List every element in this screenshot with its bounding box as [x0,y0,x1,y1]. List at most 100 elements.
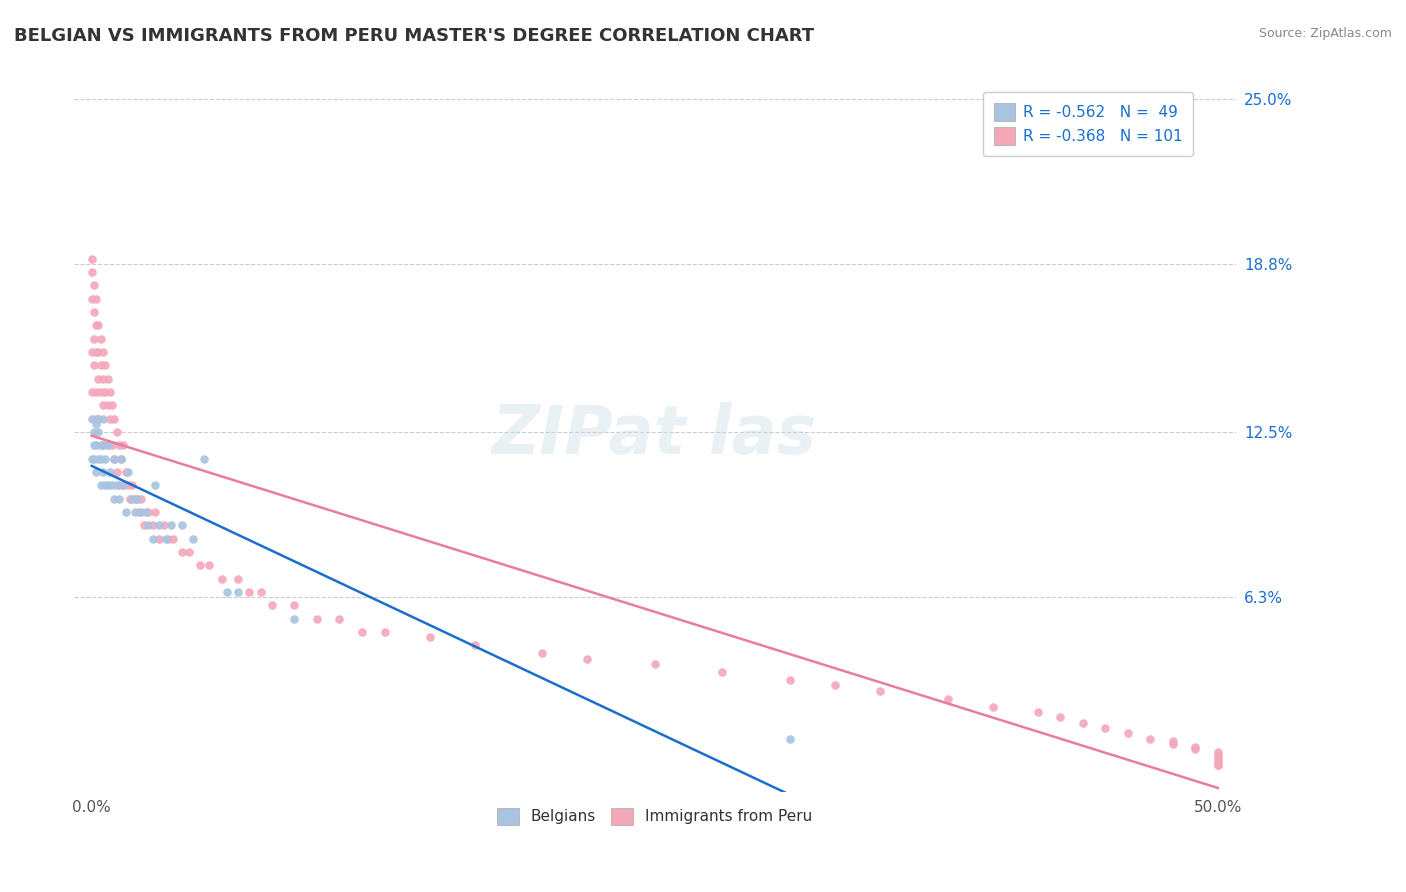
Point [157,532,180,546]
Legend: Belgians, Immigrants from Peru: Belgians, Immigrants from Peru [488,798,821,834]
Point [112,478,135,492]
Point [84,385,107,400]
Point [110,451,132,466]
Point [105,465,128,479]
Point [148,532,170,546]
Point [136,518,159,533]
Point [779,731,801,746]
Point [936,691,959,706]
Point [159,518,181,533]
Point [136,505,159,519]
Point [87,372,110,386]
Text: ZIPat las: ZIPat las [492,401,817,467]
Point [87,451,110,466]
Point [981,699,1004,714]
Point [101,438,124,452]
Point [96,478,118,492]
Point [84,411,107,425]
Point [1206,758,1229,772]
Point [1071,715,1094,730]
Point [90,332,112,346]
Point [87,318,110,333]
Point [283,599,305,613]
Point [644,657,666,671]
Text: BELGIAN VS IMMIGRANTS FROM PERU MASTER'S DEGREE CORRELATION CHART: BELGIAN VS IMMIGRANTS FROM PERU MASTER'S… [14,27,814,45]
Point [101,478,124,492]
Point [1206,745,1229,759]
Point [96,438,118,452]
Point [91,372,114,386]
Point [112,438,135,452]
Point [96,438,118,452]
Point [779,673,801,687]
Point [91,411,114,425]
Point [110,451,132,466]
Point [135,505,157,519]
Point [83,278,105,293]
Point [117,465,139,479]
Point [124,491,146,506]
Point [90,451,112,466]
Point [1206,753,1229,767]
Point [114,465,136,479]
Point [143,478,166,492]
Point [177,545,200,559]
Point [124,505,146,519]
Point [193,451,215,466]
Text: Source: ZipAtlas.com: Source: ZipAtlas.com [1258,27,1392,40]
Point [1139,731,1161,746]
Point [90,478,112,492]
Point [226,585,249,599]
Point [80,252,103,266]
Point [1206,758,1229,772]
Point [107,438,129,452]
Point [103,491,125,506]
Point [90,438,112,452]
Point [238,585,260,599]
Point [83,425,105,439]
Point [101,398,124,412]
Point [84,438,107,452]
Point [181,532,204,546]
Point [226,572,249,586]
Point [80,411,103,425]
Point [249,585,271,599]
Point [94,451,117,466]
Point [107,478,129,492]
Point [98,385,121,400]
Point [112,478,135,492]
Point [114,505,136,519]
Point [1161,734,1184,748]
Point [84,345,107,359]
Point [162,532,184,546]
Point [129,491,152,506]
Point [531,646,554,660]
Point [188,558,211,573]
Point [350,625,373,640]
Point [90,385,112,400]
Point [118,491,141,506]
Point [94,478,117,492]
Point [96,372,118,386]
Point [80,292,103,306]
Point [148,518,170,533]
Point [198,558,221,573]
Point [1161,737,1184,751]
Point [132,518,155,533]
Point [1206,747,1229,762]
Point [87,411,110,425]
Point [305,612,328,626]
Point [373,625,395,640]
Point [1116,726,1139,740]
Point [84,292,107,306]
Point [128,505,150,519]
Point [103,451,125,466]
Point [1184,739,1206,754]
Point [121,478,143,492]
Point [105,425,128,439]
Point [121,491,143,506]
Point [1094,721,1116,735]
Point [143,505,166,519]
Point [94,385,117,400]
Point [83,438,105,452]
